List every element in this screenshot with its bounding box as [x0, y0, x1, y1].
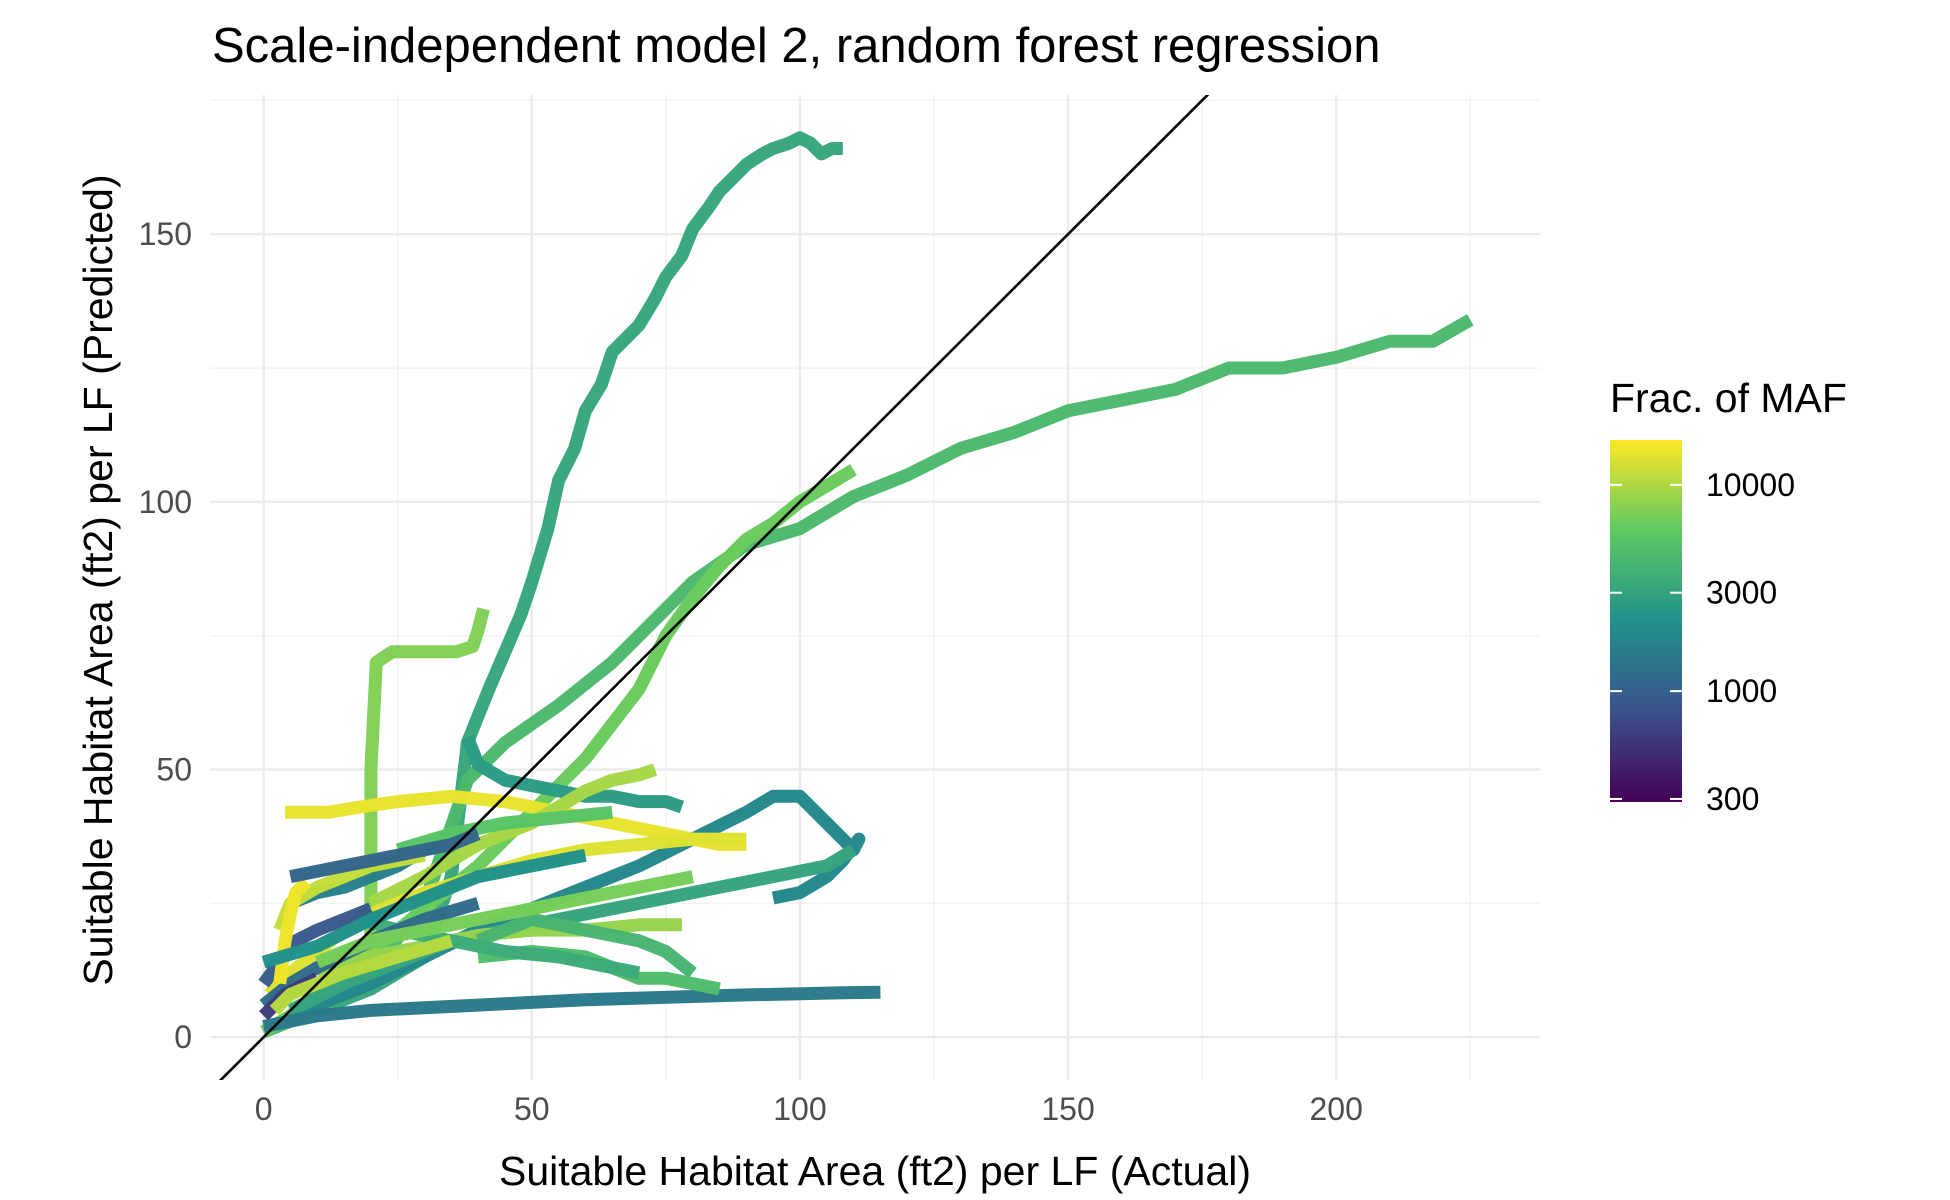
chart-title: Scale-independent model 2, random forest…	[212, 19, 1381, 73]
series-layer	[258, 131, 1474, 1038]
y-tick-label: 100	[139, 484, 192, 520]
axis-ticks: 0 50 100 150 200 0 50 100 150	[139, 216, 1363, 1127]
series-line	[261, 314, 1474, 1038]
legend-colorbar	[1610, 440, 1682, 802]
y-axis-title: Suitable Habitat Area (ft2) per LF (Pred…	[75, 174, 121, 985]
legend-tick-label: 300	[1706, 781, 1759, 817]
y-tick-label: 150	[139, 216, 192, 252]
series-line	[314, 870, 694, 969]
series-line	[269, 934, 454, 1015]
series-line	[395, 805, 613, 857]
reference-line-layer	[218, 95, 1210, 1080]
legend-title: Frac. of MAF	[1610, 375, 1847, 421]
legend-tick-label: 1000	[1706, 673, 1777, 709]
series-line	[262, 985, 881, 1033]
y-tick-label: 50	[156, 752, 192, 788]
legend-tick-label: 10000	[1706, 467, 1795, 503]
x-tick-label: 150	[1041, 1091, 1094, 1127]
x-tick-label: 50	[514, 1091, 550, 1127]
series-line	[475, 912, 697, 978]
legend-tick-label: 3000	[1706, 575, 1777, 611]
x-tick-label: 100	[773, 1091, 826, 1127]
x-tick-label: 0	[255, 1091, 273, 1127]
y-tick-label: 0	[174, 1019, 192, 1055]
x-tick-label: 200	[1310, 1091, 1363, 1127]
identity-line	[218, 95, 1210, 1080]
series-line	[261, 848, 587, 969]
legend-ticks: 300 1000 3000 10000	[1610, 467, 1795, 817]
x-axis-title: Suitable Habitat Area (ft2) per LF (Actu…	[499, 1148, 1251, 1194]
color-legend: Frac. of MAF 300 1000 3000 10000	[1610, 375, 1847, 817]
series-line	[368, 763, 658, 910]
